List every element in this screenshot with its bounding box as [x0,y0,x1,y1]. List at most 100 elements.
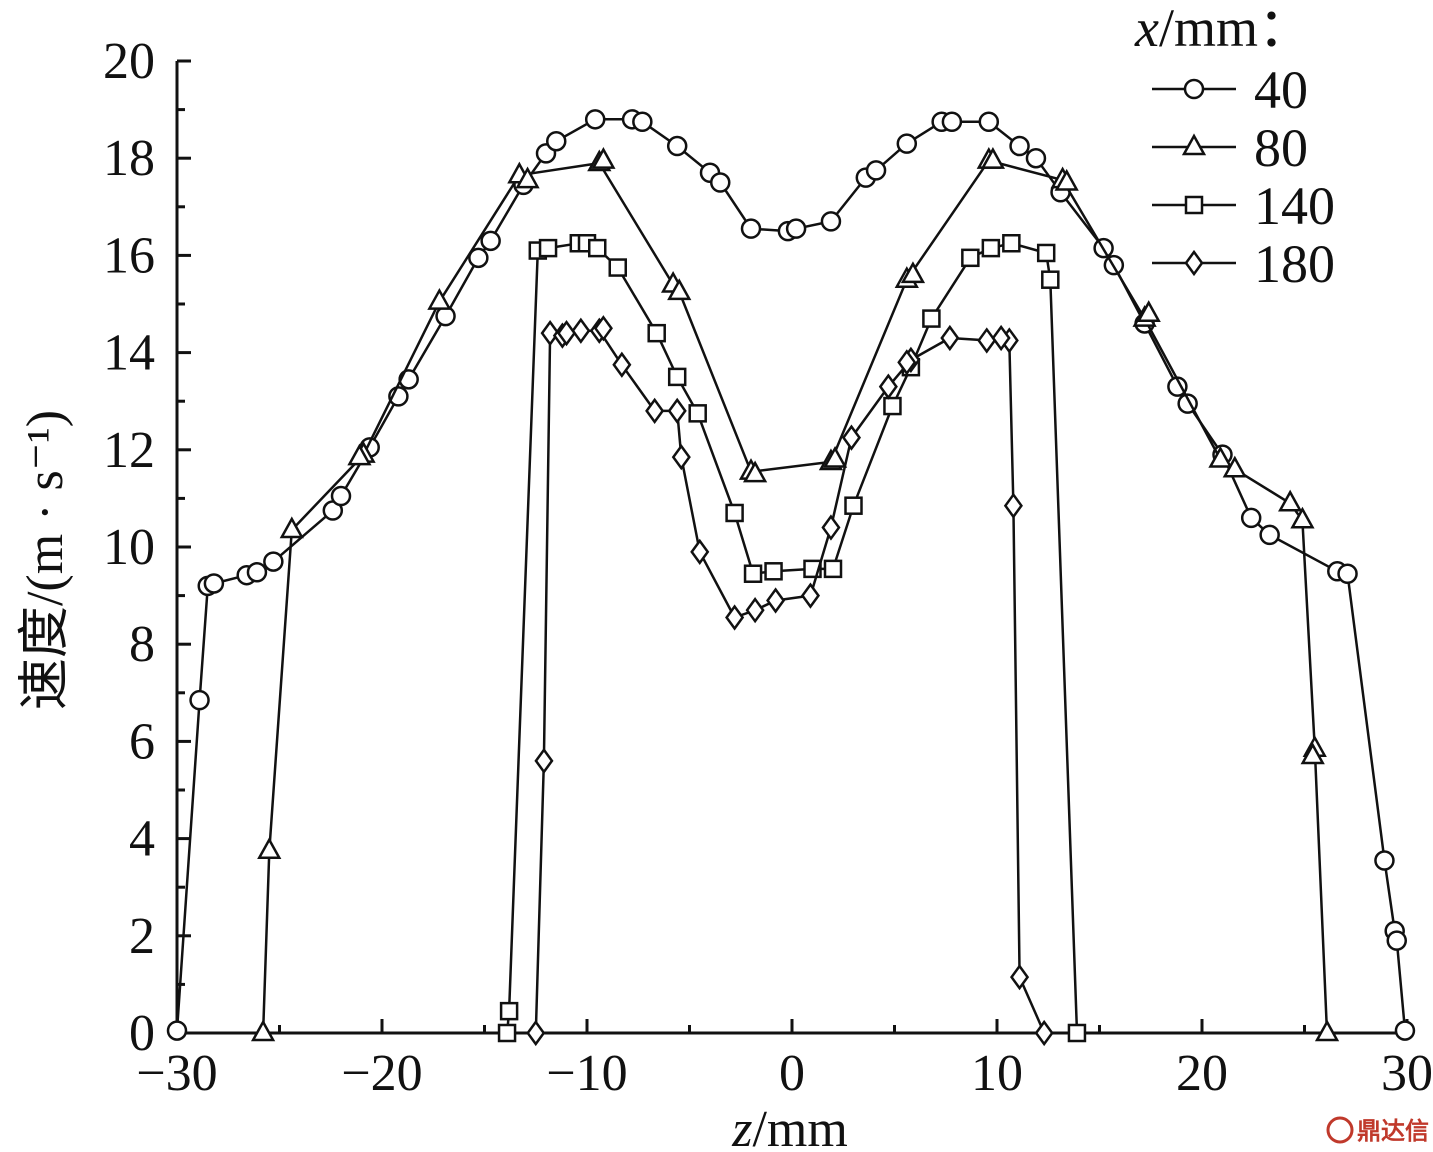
data-point-140 [922,309,941,328]
legend-title-variable: x [1134,0,1159,58]
data-point-140 [499,1001,519,1021]
data-point-40 [896,133,918,154]
series-40 [166,109,1416,1041]
data-point-140 [667,367,687,387]
data-point-180 [612,351,632,378]
data-point-40 [710,172,731,193]
legend-title: x/mm： [1134,0,1312,58]
data-point-180 [897,349,917,376]
data-point-180 [556,320,577,347]
data-point-80 [1314,1019,1340,1042]
y-tick-label: 16 [103,227,155,284]
x-tick-label: −10 [546,1045,627,1102]
data-point-180 [593,315,613,342]
legend-label: 40 [1254,60,1308,120]
y-tick-label: 6 [129,713,155,770]
data-point-40 [246,562,268,583]
data-point-180 [534,747,554,774]
data-point-40 [978,111,1000,132]
data-point-180 [571,317,591,344]
data-point-40 [203,573,225,594]
data-point-180 [690,538,710,565]
data-point-180 [800,582,820,609]
data-point-40 [1025,147,1047,169]
data-point-80 [900,261,926,284]
legend-item-140: 140 [1152,176,1335,236]
legend-title-unit: /mm： [1159,0,1312,58]
data-point-140 [688,404,707,423]
data-point-140 [1002,234,1021,253]
data-point-180 [1010,963,1030,991]
data-point-40 [941,111,963,132]
x-tick-label: −30 [136,1045,217,1102]
data-point-140 [883,396,902,416]
data-point-80 [980,147,1006,169]
x-tick-label: 30 [1381,1045,1433,1102]
data-point-40 [1374,850,1395,871]
data-point-140 [497,1023,517,1043]
legend-item-40: 40 [1152,60,1308,120]
data-point-180 [940,324,960,352]
x-axis-unit: /mm [752,1101,847,1152]
data-point-80 [1054,168,1079,191]
x-tick-label: 10 [971,1045,1023,1102]
data-point-140 [538,238,558,258]
axes: −30 −20 −10 0 10 20 30 0 2 4 6 8 10 12 14 16 18 20 [103,33,1433,1102]
data-point-140 [608,258,627,277]
data-point-40 [1259,524,1280,546]
data-point-180 [671,443,691,471]
data-point-180 [745,597,765,624]
data-point-80 [1222,455,1247,478]
data-point-40 [263,551,284,572]
series-140 [497,234,1087,1043]
legend-marker [1183,78,1205,100]
data-point-140 [743,564,763,583]
y-tick-label: 18 [103,130,155,187]
data-point-40 [480,230,501,252]
data-point-140 [1041,270,1060,289]
legend-label: 180 [1254,234,1335,294]
series-180 [526,315,1054,1047]
data-point-180 [991,324,1011,352]
x-tick-label: −20 [341,1045,422,1102]
data-point-180 [540,320,560,347]
data-point-40 [435,305,456,327]
data-point-40 [632,111,653,132]
data-point-40 [1009,135,1030,157]
data-point-180 [1003,492,1023,519]
x-axis-variable: z [731,1101,752,1152]
series-line-140 [505,242,1079,1034]
data-point-80 [515,166,540,189]
data-point-40 [584,109,606,130]
legend-item-180: 180 [1152,234,1335,294]
data-point-140 [764,562,783,581]
legend-item-80: 80 [1152,118,1308,178]
data-point-40 [398,369,419,390]
y-tick-label: 20 [103,33,155,90]
data-point-180 [977,327,997,354]
data-point-140 [981,238,1001,258]
legend-marker [1184,249,1204,277]
watermark-text: 鼎达信 [1357,1117,1429,1145]
data-point-180 [725,604,745,631]
watermark-logo: 鼎达信 [1326,1116,1429,1145]
data-point-80 [250,1019,276,1042]
data-point-80 [742,460,768,483]
legend-label: 140 [1254,176,1335,236]
data-point-140 [961,248,980,268]
data-point-140 [1036,243,1056,263]
data-point-40 [666,135,688,157]
data-point-80 [1136,300,1161,322]
data-point-80 [1300,742,1325,765]
data-point-180 [526,1019,546,1047]
legend-label: 80 [1254,118,1308,178]
data-point-180 [841,424,861,451]
y-tick-label: 12 [103,422,155,479]
data-point-40 [1394,1020,1416,1041]
data-point-40 [166,1020,188,1041]
data-point-140 [1067,1023,1087,1043]
data-point-40 [1337,563,1358,584]
y-tick-label: 4 [129,811,155,868]
